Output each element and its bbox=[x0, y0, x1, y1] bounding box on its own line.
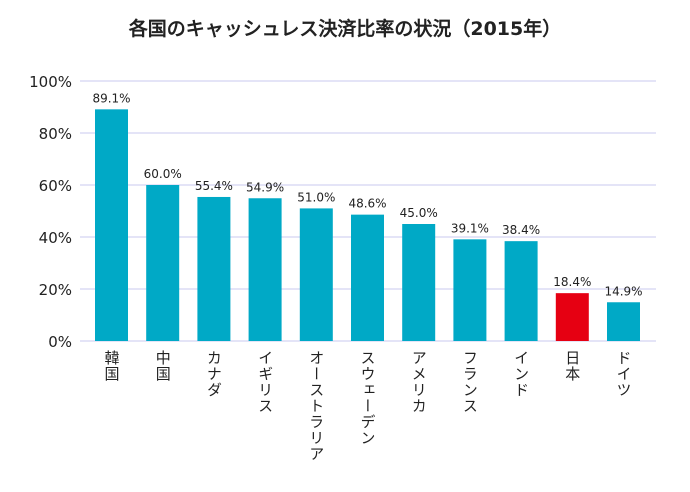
data-label: 39.1% bbox=[451, 221, 489, 235]
bar bbox=[555, 293, 589, 341]
data-label: 60.0% bbox=[144, 167, 182, 181]
data-label: 18.4% bbox=[553, 275, 591, 289]
data-label: 45.0% bbox=[400, 206, 438, 220]
y-tick-label: 100% bbox=[29, 73, 72, 91]
data-label: 38.4% bbox=[502, 223, 540, 237]
y-tick-label: 0% bbox=[48, 333, 72, 351]
data-label: 55.4% bbox=[195, 179, 233, 193]
bar bbox=[146, 185, 180, 341]
bar bbox=[95, 109, 128, 341]
bar bbox=[453, 239, 487, 341]
bar bbox=[402, 224, 436, 341]
x-tick-label: 日本 bbox=[563, 350, 582, 382]
x-tick-label: アメリカ bbox=[409, 350, 428, 414]
bar bbox=[197, 196, 231, 341]
x-tick-label: フランス bbox=[460, 350, 479, 414]
data-label: 51.0% bbox=[297, 190, 335, 204]
chart-title: 各国のキャッシュレス決済比率の状況（2015年） bbox=[128, 18, 562, 40]
data-label: 14.9% bbox=[604, 284, 642, 298]
data-label: 54.9% bbox=[246, 180, 284, 194]
y-tick-label: 80% bbox=[39, 125, 72, 143]
data-label: 48.6% bbox=[348, 197, 386, 211]
x-tick-label: ドイツ bbox=[614, 350, 633, 398]
x-tick-label: スウェーデン bbox=[358, 350, 377, 446]
y-tick-label: 60% bbox=[39, 177, 72, 195]
x-tick-label: イギリス bbox=[256, 350, 275, 414]
bar bbox=[351, 214, 384, 341]
x-tick-label: 中国 bbox=[153, 350, 172, 382]
x-tick-label: 韓国 bbox=[102, 350, 121, 382]
y-tick-label: 40% bbox=[39, 229, 72, 247]
x-tick-label: インド bbox=[512, 350, 531, 398]
x-tick-label: オーストラリア bbox=[307, 350, 326, 462]
x-tick-label: カナダ bbox=[204, 350, 223, 398]
bar bbox=[299, 208, 333, 341]
bar bbox=[504, 241, 538, 341]
bar bbox=[248, 198, 282, 341]
y-tick-label: 20% bbox=[39, 281, 72, 299]
bar bbox=[607, 302, 640, 341]
data-label: 89.1% bbox=[92, 91, 130, 105]
